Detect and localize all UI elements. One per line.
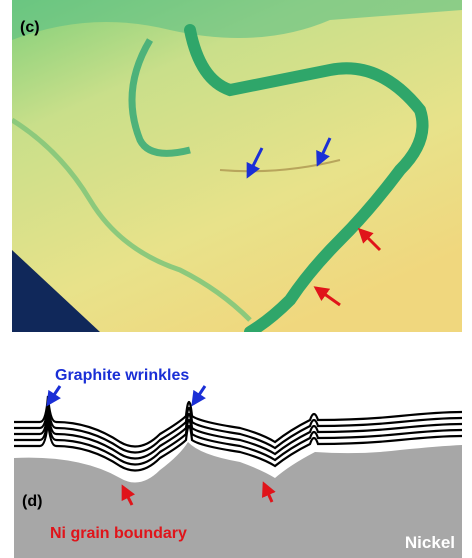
figure: (c) Graphite wrinkles (d) Ni grain bound… — [0, 0, 472, 558]
surface-image — [12, 0, 462, 332]
wrinkle-label: Graphite wrinkles — [55, 367, 189, 384]
substrate-label: Nickel — [405, 533, 455, 552]
panel-d: Graphite wrinkles (d) Ni grain boundary … — [14, 367, 462, 558]
panel-c: (c) — [12, 0, 462, 332]
boundary-label: Ni grain boundary — [50, 525, 187, 542]
arrow — [48, 386, 60, 404]
arrow — [193, 386, 205, 404]
panel-label: (d) — [22, 493, 42, 510]
panel-label: (c) — [20, 19, 40, 36]
